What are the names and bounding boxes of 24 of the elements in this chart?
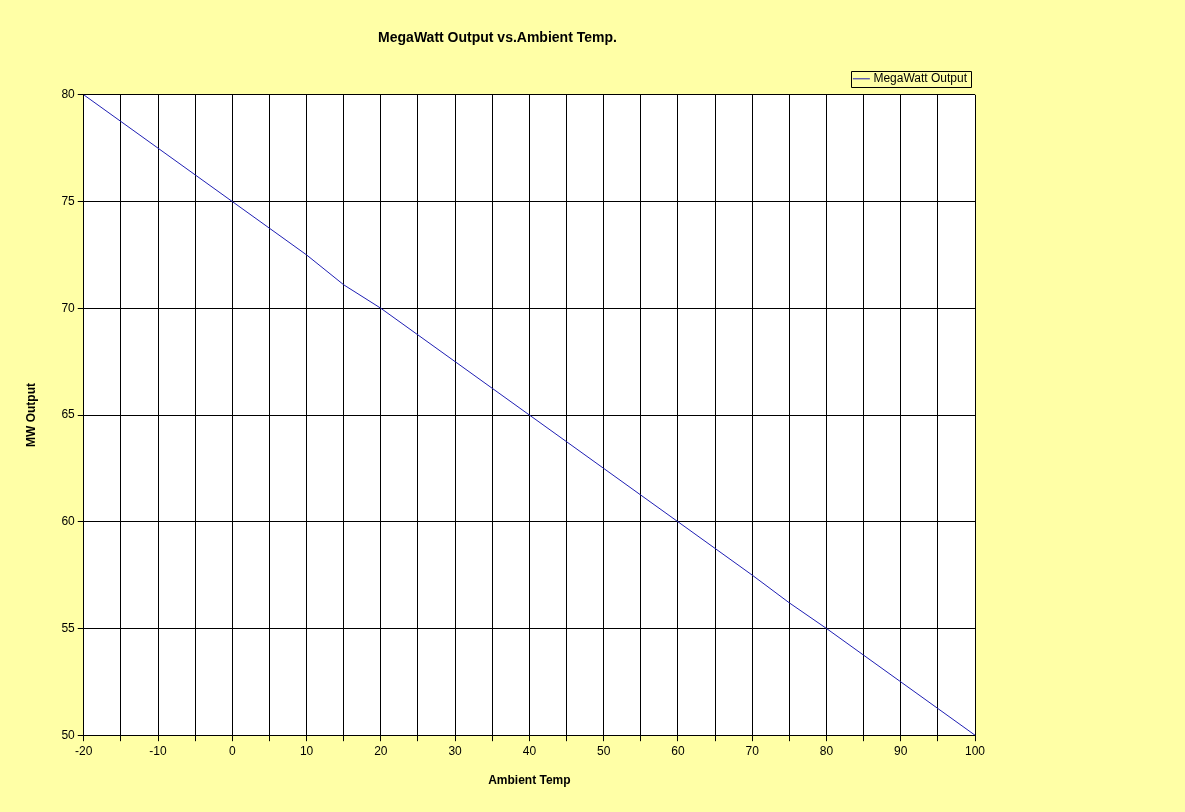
y-tick-label: 80	[61, 87, 76, 102]
x-tick-label: 100	[964, 743, 986, 758]
x-tick-label: 30	[448, 743, 463, 758]
x-tick-label: 60	[671, 743, 685, 758]
y-tick-label: 65	[61, 407, 76, 422]
x-tick-label: 10	[299, 743, 314, 758]
y-axis-title: MW Output	[23, 383, 38, 447]
x-tick-label: 0	[228, 743, 236, 758]
x-tick-label: 50	[596, 743, 611, 758]
y-tick-label: 50	[61, 727, 76, 742]
x-tick-label: 70	[745, 743, 760, 758]
legend-label: MegaWatt Output	[873, 71, 968, 86]
x-tick-label: 40	[522, 743, 537, 758]
y-tick-label: 55	[61, 620, 76, 635]
x-axis-title: Ambient Temp	[488, 773, 571, 788]
y-tick-label: 70	[61, 300, 76, 315]
x-tick-label: 20	[374, 743, 388, 758]
y-tick-label: 75	[61, 193, 76, 208]
x-tick-label: -20	[75, 743, 93, 758]
x-tick-label: -10	[149, 743, 168, 758]
y-tick-label: 60	[61, 514, 76, 529]
chart-title: MegaWatt Output vs.Ambient Temp.	[378, 29, 617, 46]
x-tick-label: 90	[894, 743, 908, 758]
x-tick-label: 80	[819, 743, 834, 758]
